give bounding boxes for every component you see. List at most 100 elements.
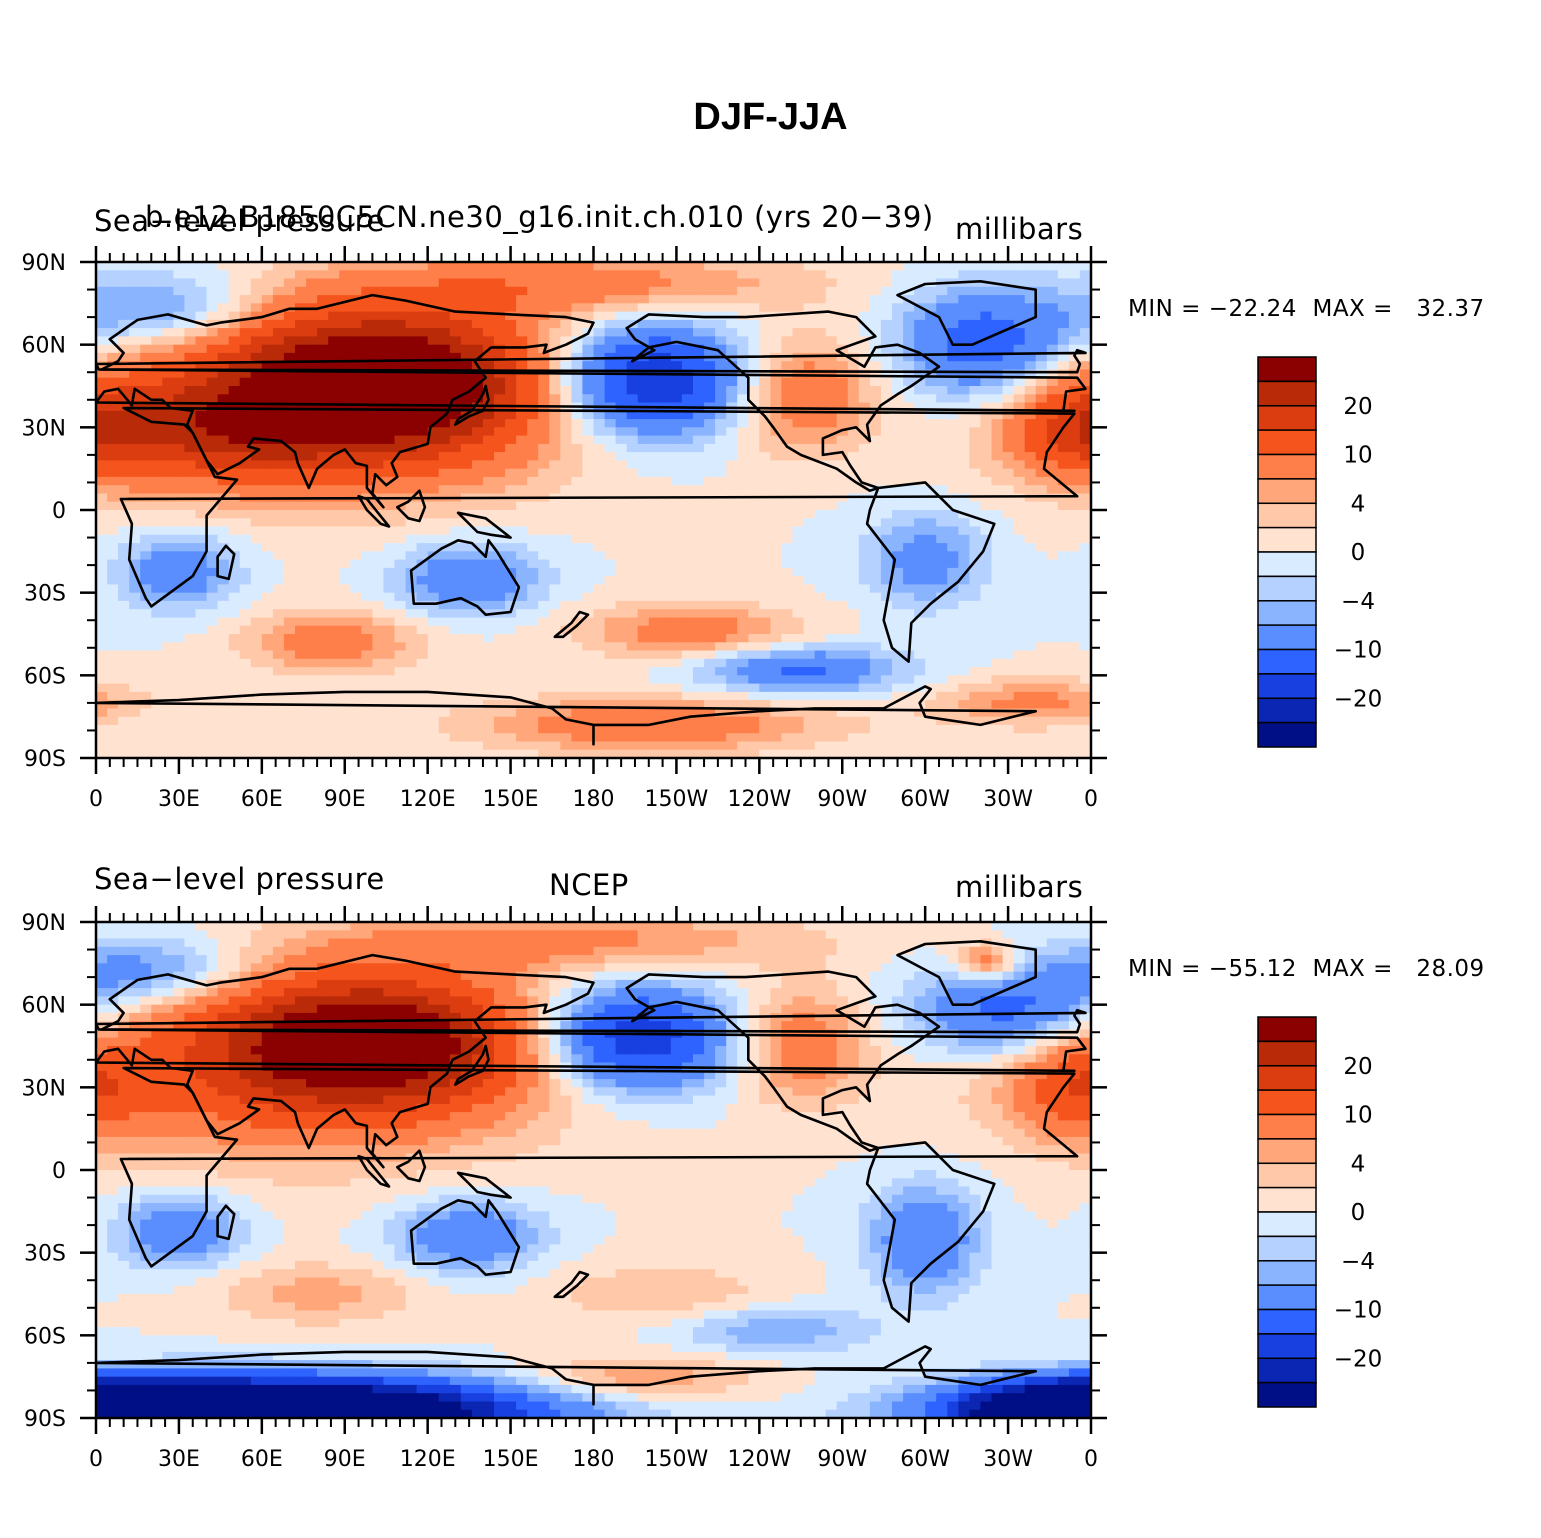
field-cell <box>129 311 141 321</box>
field-cell <box>96 667 108 676</box>
field-cell <box>272 584 285 594</box>
field-cell <box>283 518 296 528</box>
field-cell <box>494 328 506 337</box>
field-cell <box>582 419 595 428</box>
field-cell <box>228 435 241 445</box>
field-cell <box>814 559 827 569</box>
field-cell <box>527 543 539 552</box>
field-cell <box>604 377 617 387</box>
field-cell <box>704 700 716 709</box>
field-cell <box>615 501 628 511</box>
field-cell <box>880 435 893 445</box>
field-cell <box>129 510 141 519</box>
field-cell <box>715 319 727 329</box>
field-cell <box>328 394 340 404</box>
field-cell <box>814 328 827 337</box>
field-cell <box>847 708 860 718</box>
field-cell <box>770 534 783 544</box>
field-cell <box>626 700 639 709</box>
field-cell <box>494 452 506 461</box>
field-cell <box>549 534 561 544</box>
field-cell <box>792 576 805 585</box>
field-cell <box>869 328 882 337</box>
field-cell <box>350 691 362 701</box>
field-cell <box>869 460 882 470</box>
field-cell <box>471 551 484 561</box>
field-cell <box>516 584 528 594</box>
field-cell <box>681 270 694 280</box>
field-cell <box>681 600 694 610</box>
field-cell <box>283 576 296 585</box>
field-cell <box>1035 410 1048 420</box>
field-cell <box>549 352 561 362</box>
field-cell <box>825 270 838 280</box>
field-cell <box>1035 691 1048 701</box>
field-cell <box>494 410 506 420</box>
field-cell <box>925 262 937 271</box>
field-cell <box>228 658 241 668</box>
field-cell <box>969 634 982 643</box>
field-cell <box>958 410 970 420</box>
field-cell <box>836 328 849 337</box>
field-cell <box>361 675 373 685</box>
field-cell <box>925 460 937 470</box>
field-cell <box>383 526 396 536</box>
field-cell <box>372 716 385 726</box>
field-cell <box>1035 493 1048 503</box>
field-cell <box>261 551 274 561</box>
field-cell <box>814 518 827 528</box>
field-cell <box>626 410 639 420</box>
field-cell <box>328 402 340 412</box>
field-cell <box>858 642 871 652</box>
field-cell <box>471 270 484 280</box>
field-cell <box>482 501 495 511</box>
field-cell <box>1057 518 1070 528</box>
field-cell <box>118 559 130 569</box>
field-cell <box>350 410 362 420</box>
field-cell <box>814 410 827 420</box>
field-cell <box>228 319 241 329</box>
field-cell <box>615 559 628 569</box>
field-cell <box>339 452 351 461</box>
field-cell <box>549 452 561 461</box>
field-cell <box>914 419 926 428</box>
field-cell <box>151 518 163 528</box>
field-cell <box>991 377 1004 387</box>
field-cell <box>471 485 484 495</box>
field-cell <box>460 683 473 693</box>
field-cell <box>449 319 462 329</box>
field-cell <box>162 369 174 379</box>
field-cell <box>1024 667 1037 676</box>
field-cell <box>118 518 130 528</box>
field-cell <box>217 625 230 635</box>
field-cell <box>969 551 982 561</box>
field-cell <box>339 278 351 288</box>
field-cell <box>350 634 362 643</box>
field-cell <box>1013 386 1026 395</box>
field-cell <box>449 642 462 652</box>
field-cell <box>936 443 948 453</box>
field-cell <box>1035 402 1048 412</box>
field-cell <box>925 328 937 337</box>
field-cell <box>328 617 340 627</box>
field-cell <box>328 518 340 528</box>
field-cell <box>283 452 296 461</box>
field-cell <box>914 518 926 528</box>
field-cell <box>869 534 882 544</box>
field-cell <box>361 683 373 693</box>
field-cell <box>173 609 186 619</box>
field-cell <box>681 295 694 304</box>
field-cell <box>339 419 351 428</box>
field-cell <box>494 377 506 387</box>
field-cell <box>582 634 595 643</box>
field-cell <box>361 419 373 428</box>
field-cell <box>869 361 882 371</box>
field-cell <box>151 369 163 379</box>
field-cell <box>847 600 860 610</box>
field-cell <box>206 435 219 445</box>
field-cell <box>792 443 805 453</box>
field-cell <box>427 344 440 354</box>
field-cell <box>140 460 152 470</box>
field-cell <box>825 319 838 329</box>
field-cell <box>560 377 572 387</box>
